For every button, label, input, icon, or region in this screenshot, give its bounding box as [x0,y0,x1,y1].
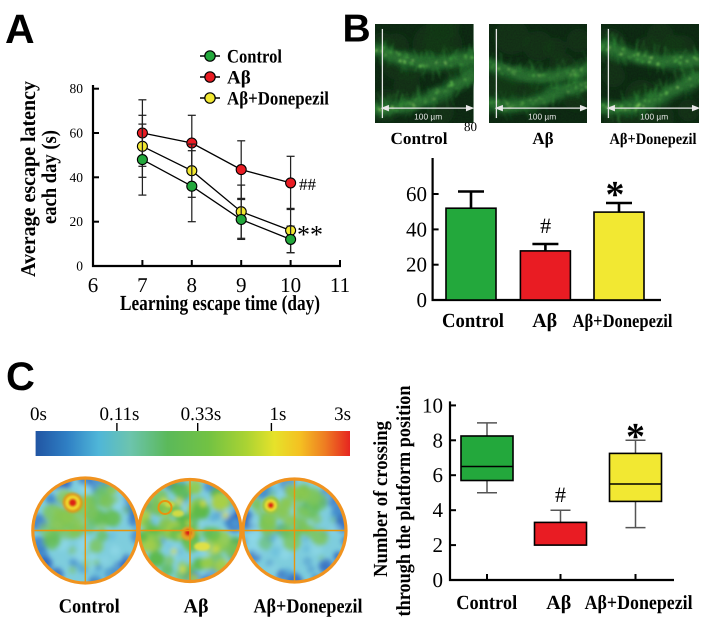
svg-text:B: B [343,8,371,51]
svg-text:*: * [606,174,625,216]
svg-text:10: 10 [280,273,301,297]
svg-text:8: 8 [187,273,198,297]
svg-text:#: # [555,482,566,507]
svg-text:Learning escape time (day): Learning escape time (day) [120,291,320,315]
svg-text:0: 0 [76,259,83,274]
svg-text:0: 0 [433,568,444,592]
svg-text:Aβ+Donepezil: Aβ+Donepezil [227,89,329,110]
svg-text:Aβ: Aβ [227,68,251,89]
svg-text:##: ## [299,175,317,194]
svg-text:10: 10 [422,393,443,417]
svg-text:7: 7 [137,273,148,297]
svg-text:Aβ: Aβ [184,596,209,618]
svg-text:100 µm: 100 µm [528,111,556,121]
svg-text:Aβ: Aβ [546,592,571,614]
svg-text:3s: 3s [334,404,351,425]
svg-text:80: 80 [70,81,84,96]
svg-text:Average escape latency: Average escape latency [16,81,40,277]
svg-text:Aβ+Donepezil: Aβ+Donepezil [610,131,697,148]
svg-text:4: 4 [433,498,444,522]
svg-text:1s: 1s [270,404,287,425]
svg-text:#: # [540,213,551,238]
svg-text:80: 80 [464,119,477,134]
svg-text:Aβ+Donepezil: Aβ+Donepezil [254,596,363,618]
svg-text:11: 11 [330,273,350,297]
svg-text:through the platform position: through the platform position [393,386,415,617]
svg-text:Aβ: Aβ [532,310,557,332]
svg-text:C: C [6,355,35,399]
svg-text:**: ** [297,220,323,249]
svg-text:0: 0 [417,288,428,312]
svg-text:20: 20 [70,214,84,229]
svg-text:0.33s: 0.33s [181,404,222,425]
svg-text:Aβ+Donepezil: Aβ+Donepezil [573,311,673,332]
svg-text:A: A [5,6,35,52]
svg-text:Control: Control [391,129,448,148]
svg-text:0.11s: 0.11s [100,404,140,425]
svg-text:100 µm: 100 µm [640,111,668,121]
svg-text:40: 40 [70,170,84,185]
svg-text:*: * [626,416,645,458]
svg-text:Aβ+Donepezil: Aβ+Donepezil [585,592,693,614]
svg-text:Aβ: Aβ [532,129,553,148]
svg-text:Control: Control [442,310,504,332]
svg-text:Number of crossing: Number of crossing [370,421,392,577]
svg-text:2: 2 [433,533,444,557]
svg-text:6: 6 [433,463,444,487]
svg-text:Control: Control [456,592,517,614]
svg-text:each day (s): each day (s) [37,130,61,224]
svg-text:Control: Control [227,47,282,68]
svg-text:100 µm: 100 µm [414,111,442,121]
svg-text:6: 6 [88,273,99,297]
svg-text:20: 20 [406,253,427,277]
svg-text:60: 60 [70,126,84,141]
svg-text:40: 40 [406,217,427,241]
svg-text:8: 8 [433,428,444,452]
svg-text:Control: Control [59,596,120,618]
svg-text:9: 9 [236,273,247,297]
svg-text:0s: 0s [30,404,47,425]
svg-text:60: 60 [406,182,427,206]
